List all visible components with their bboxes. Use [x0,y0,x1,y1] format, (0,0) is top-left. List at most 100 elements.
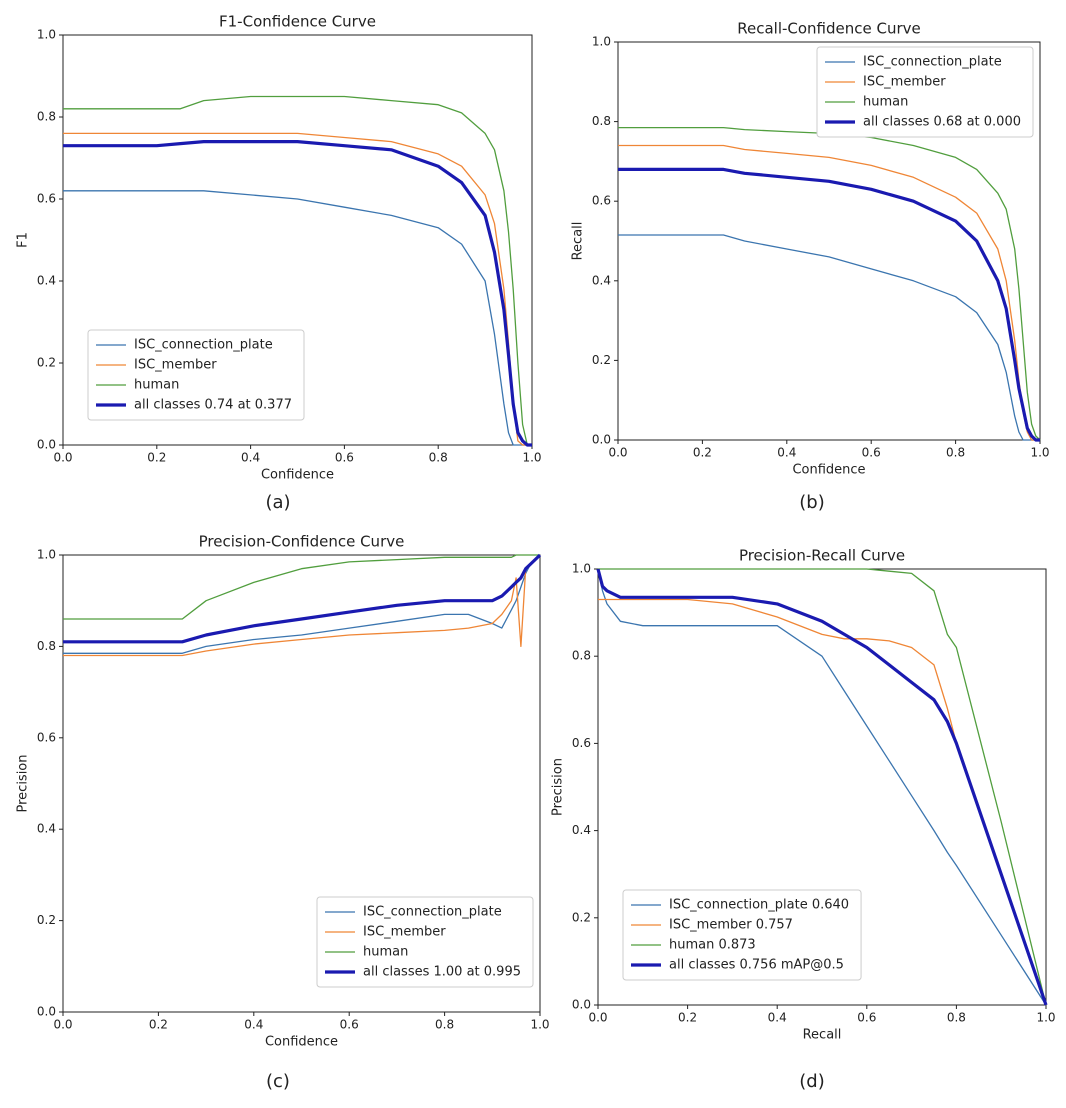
series-line [63,132,532,446]
y-tick-label: 0.0 [572,998,591,1012]
series-line [63,140,532,447]
x-tick-label: 0.2 [147,451,166,465]
legend-label: ISC_member [134,358,217,373]
x-axis-label: Confidence [792,463,865,478]
y-tick-label: 1.0 [572,562,591,576]
legend-label: ISC_connection_plate 0.640 [669,898,849,913]
x-tick-label: 0.8 [435,1018,454,1032]
legend-label: all classes 0.756 mAP@0.5 [669,958,844,973]
y-axis-label: F1 [16,232,31,248]
x-axis-label: Recall [803,1028,842,1043]
legend-label: all classes 1.00 at 0.995 [363,965,521,980]
x-tick-label: 0.8 [946,446,965,460]
legend-label: ISC_member [363,925,446,940]
y-tick-label: 0.4 [572,823,591,837]
caption: (c) [266,1071,290,1092]
y-tick-label: 0.6 [37,192,56,206]
x-tick-label: 0.4 [777,446,796,460]
series-line [63,554,540,620]
legend-label: all classes 0.68 at 0.000 [863,115,1021,130]
legend-label: human [363,945,408,960]
legend-frame [816,46,1034,138]
x-tick-label: 0.2 [149,1018,168,1032]
y-tick-label: 0.6 [592,194,611,208]
legend-frame [622,889,862,981]
x-tick-label: 0.4 [241,451,260,465]
legend-label: human [134,378,179,393]
x-tick-label: 0.6 [340,1018,359,1032]
y-tick-label: 0.4 [37,822,56,836]
y-tick-label: 0.8 [572,649,591,663]
legend-label: ISC_connection_plate [134,338,273,353]
y-tick-label: 1.0 [37,28,56,42]
x-tick-label: 0.6 [857,1011,876,1025]
y-tick-label: 1.0 [592,35,611,49]
y-tick-label: 0.6 [572,736,591,750]
series-line [596,568,1048,1006]
x-tick-label: 1.0 [1036,1011,1055,1025]
x-tick-label: 0.4 [768,1011,787,1025]
x-tick-label: 0.0 [588,1011,607,1025]
series-line [618,167,1040,442]
y-tick-label: 0.6 [37,730,56,744]
y-tick-label: 0.0 [37,438,56,452]
caption: (d) [799,1071,824,1092]
y-tick-label: 0.2 [37,913,56,927]
series-line [63,95,532,446]
chart-title: Precision-Confidence Curve [199,533,405,551]
chart-title: F1-Confidence Curve [219,13,376,31]
y-tick-label: 0.8 [37,639,56,653]
x-tick-label: 1.0 [530,1018,549,1032]
legend-label: all classes 0.74 at 0.377 [134,398,292,413]
series-line [618,234,1040,441]
caption: (b) [799,492,824,513]
caption: (a) [265,492,290,513]
x-tick-label: 0.0 [608,446,627,460]
y-tick-label: 0.2 [572,910,591,924]
chart-title: Recall-Confidence Curve [737,20,921,38]
y-axis-label: Precision [16,754,31,812]
legend-frame [316,896,534,988]
legend-label: ISC_connection_plate [363,905,502,920]
legend: ISC_connection_plate 0.640 ISC_member 0.7… [622,889,862,981]
series-line [63,554,541,657]
x-tick-label: 0.6 [862,446,881,460]
x-tick-label: 0.0 [53,451,72,465]
chart-title: Precision-Recall Curve [739,547,905,565]
y-tick-label: 1.0 [37,548,56,562]
y-tick-label: 0.0 [592,433,611,447]
x-tick-label: 0.2 [693,446,712,460]
legend-label: ISC_member [863,75,946,90]
y-tick-label: 0.8 [37,110,56,124]
y-axis-label: Recall [571,222,586,261]
legend-frame [87,329,305,421]
y-tick-label: 0.4 [592,273,611,287]
legend-label: ISC_connection_plate [863,55,1002,70]
series-line [598,598,1047,1006]
x-tick-label: 0.8 [947,1011,966,1025]
y-tick-label: 0.8 [592,114,611,128]
series-line [63,190,532,446]
series-line [597,568,1047,1006]
y-tick-label: 0.2 [37,356,56,370]
x-tick-label: 0.0 [53,1018,72,1032]
series-line [598,568,1047,1006]
x-axis-label: Confidence [265,1035,338,1050]
x-tick-label: 1.0 [1030,446,1049,460]
x-tick-label: 0.8 [429,451,448,465]
y-tick-label: 0.4 [37,274,56,288]
x-tick-label: 0.4 [244,1018,263,1032]
legend-label: human 0.873 [669,938,756,953]
x-axis-label: Confidence [261,468,334,483]
x-tick-label: 0.2 [678,1011,697,1025]
series-line [63,553,542,644]
legend-label: human [863,95,908,110]
x-tick-label: 1.0 [522,451,541,465]
x-tick-label: 0.6 [335,451,354,465]
series-line [618,126,1041,441]
y-axis-label: Precision [551,758,566,816]
